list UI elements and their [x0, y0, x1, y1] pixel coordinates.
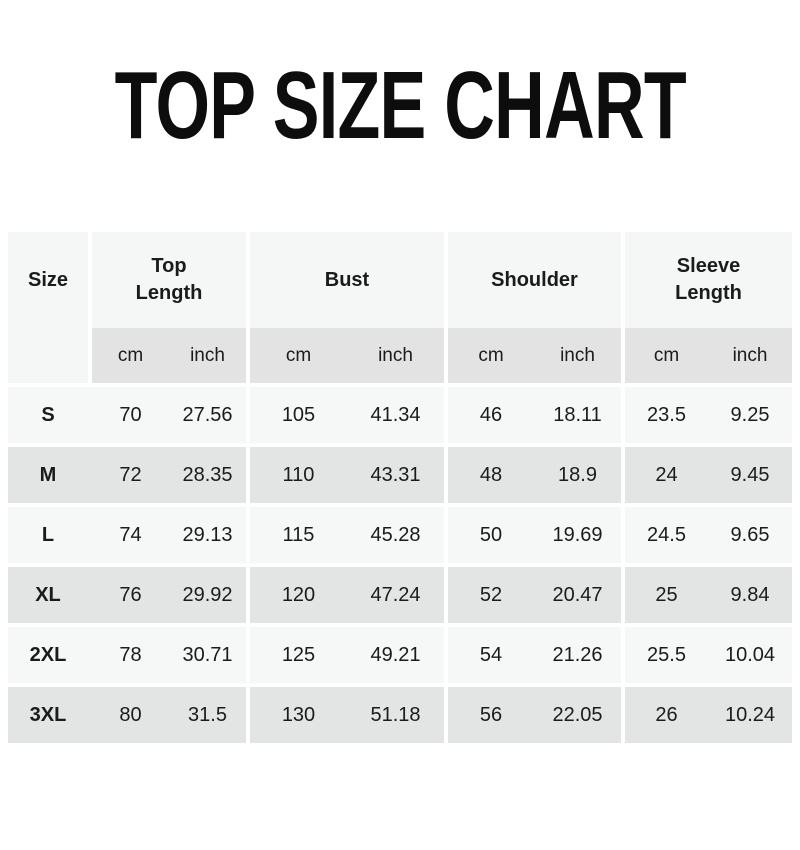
value-cell: 49.21	[347, 627, 444, 683]
group-header-line: Sleeve	[676, 255, 741, 277]
row-filler	[88, 627, 92, 683]
row-filler	[88, 387, 92, 443]
value-cell: 26	[625, 687, 708, 743]
size-label: XL	[8, 567, 88, 623]
value-cell: 70	[92, 387, 169, 443]
value-cell: 31.5	[169, 687, 246, 743]
value-cell: 43.31	[347, 447, 444, 503]
value-cell: 50	[448, 507, 534, 563]
group-header-bust: Bust	[250, 232, 444, 328]
value-cell: 9.65	[708, 507, 792, 563]
value-cell: 56	[448, 687, 534, 743]
group-header-line: Length	[675, 282, 742, 304]
value-cell: 28.35	[169, 447, 246, 503]
row-filler	[88, 687, 92, 743]
value-cell: 48	[448, 447, 534, 503]
unit-header: cm	[250, 328, 347, 383]
value-cell: 29.92	[169, 567, 246, 623]
value-cell: 120	[250, 567, 347, 623]
row-filler	[88, 507, 92, 563]
value-cell: 52	[448, 567, 534, 623]
group-header-line: Bust	[324, 268, 370, 291]
unit-header: inch	[534, 328, 621, 383]
group-header-line: Top	[151, 255, 187, 277]
value-cell: 10.04	[708, 627, 792, 683]
value-cell: 115	[250, 507, 347, 563]
value-cell: 19.69	[534, 507, 621, 563]
value-cell: 9.84	[708, 567, 792, 623]
value-cell: 74	[92, 507, 169, 563]
value-cell: 10.24	[708, 687, 792, 743]
row-filler	[88, 447, 92, 503]
unit-header: inch	[169, 328, 246, 383]
unit-header: inch	[347, 328, 444, 383]
group-header-sleeve-length: Sleeve Length	[625, 232, 792, 328]
size-label: 2XL	[8, 627, 88, 683]
value-cell: 51.18	[347, 687, 444, 743]
value-cell: 72	[92, 447, 169, 503]
value-cell: 25	[625, 567, 708, 623]
value-cell: 24.5	[625, 507, 708, 563]
unit-header: cm	[625, 328, 708, 383]
value-cell: 29.13	[169, 507, 246, 563]
value-cell: 54	[448, 627, 534, 683]
value-cell: 30.71	[169, 627, 246, 683]
group-header-line: Length	[135, 282, 203, 304]
value-cell: 130	[250, 687, 347, 743]
value-cell: 110	[250, 447, 347, 503]
value-cell: 76	[92, 567, 169, 623]
group-header-top-length: Top Length	[92, 232, 246, 328]
group-header-shoulder: Shoulder	[448, 232, 621, 328]
value-cell: 41.34	[347, 387, 444, 443]
value-cell: 25.5	[625, 627, 708, 683]
unit-header: cm	[92, 328, 169, 383]
unit-header: inch	[708, 328, 792, 383]
size-chart-table: Size Top Length Bust Shoulder Sleeve Len…	[8, 232, 792, 743]
row-filler	[88, 567, 92, 623]
value-cell: 45.28	[347, 507, 444, 563]
size-column-header: Size	[8, 232, 88, 383]
value-cell: 46	[448, 387, 534, 443]
value-cell: 9.25	[708, 387, 792, 443]
value-cell: 105	[250, 387, 347, 443]
value-cell: 18.9	[534, 447, 621, 503]
size-label: S	[8, 387, 88, 443]
size-label: M	[8, 447, 88, 503]
value-cell: 80	[92, 687, 169, 743]
size-label: L	[8, 507, 88, 563]
unit-header: cm	[448, 328, 534, 383]
value-cell: 125	[250, 627, 347, 683]
value-cell: 9.45	[708, 447, 792, 503]
value-cell: 21.26	[534, 627, 621, 683]
value-cell: 78	[92, 627, 169, 683]
group-header-line: Shoulder	[491, 268, 578, 291]
value-cell: 18.11	[534, 387, 621, 443]
page-title: TOP SIZE CHART	[114, 52, 686, 159]
value-cell: 27.56	[169, 387, 246, 443]
size-label: 3XL	[8, 687, 88, 743]
value-cell: 23.5	[625, 387, 708, 443]
value-cell: 47.24	[347, 567, 444, 623]
value-cell: 20.47	[534, 567, 621, 623]
value-cell: 24	[625, 447, 708, 503]
value-cell: 22.05	[534, 687, 621, 743]
title-bar: TOP SIZE CHART	[0, 50, 800, 162]
